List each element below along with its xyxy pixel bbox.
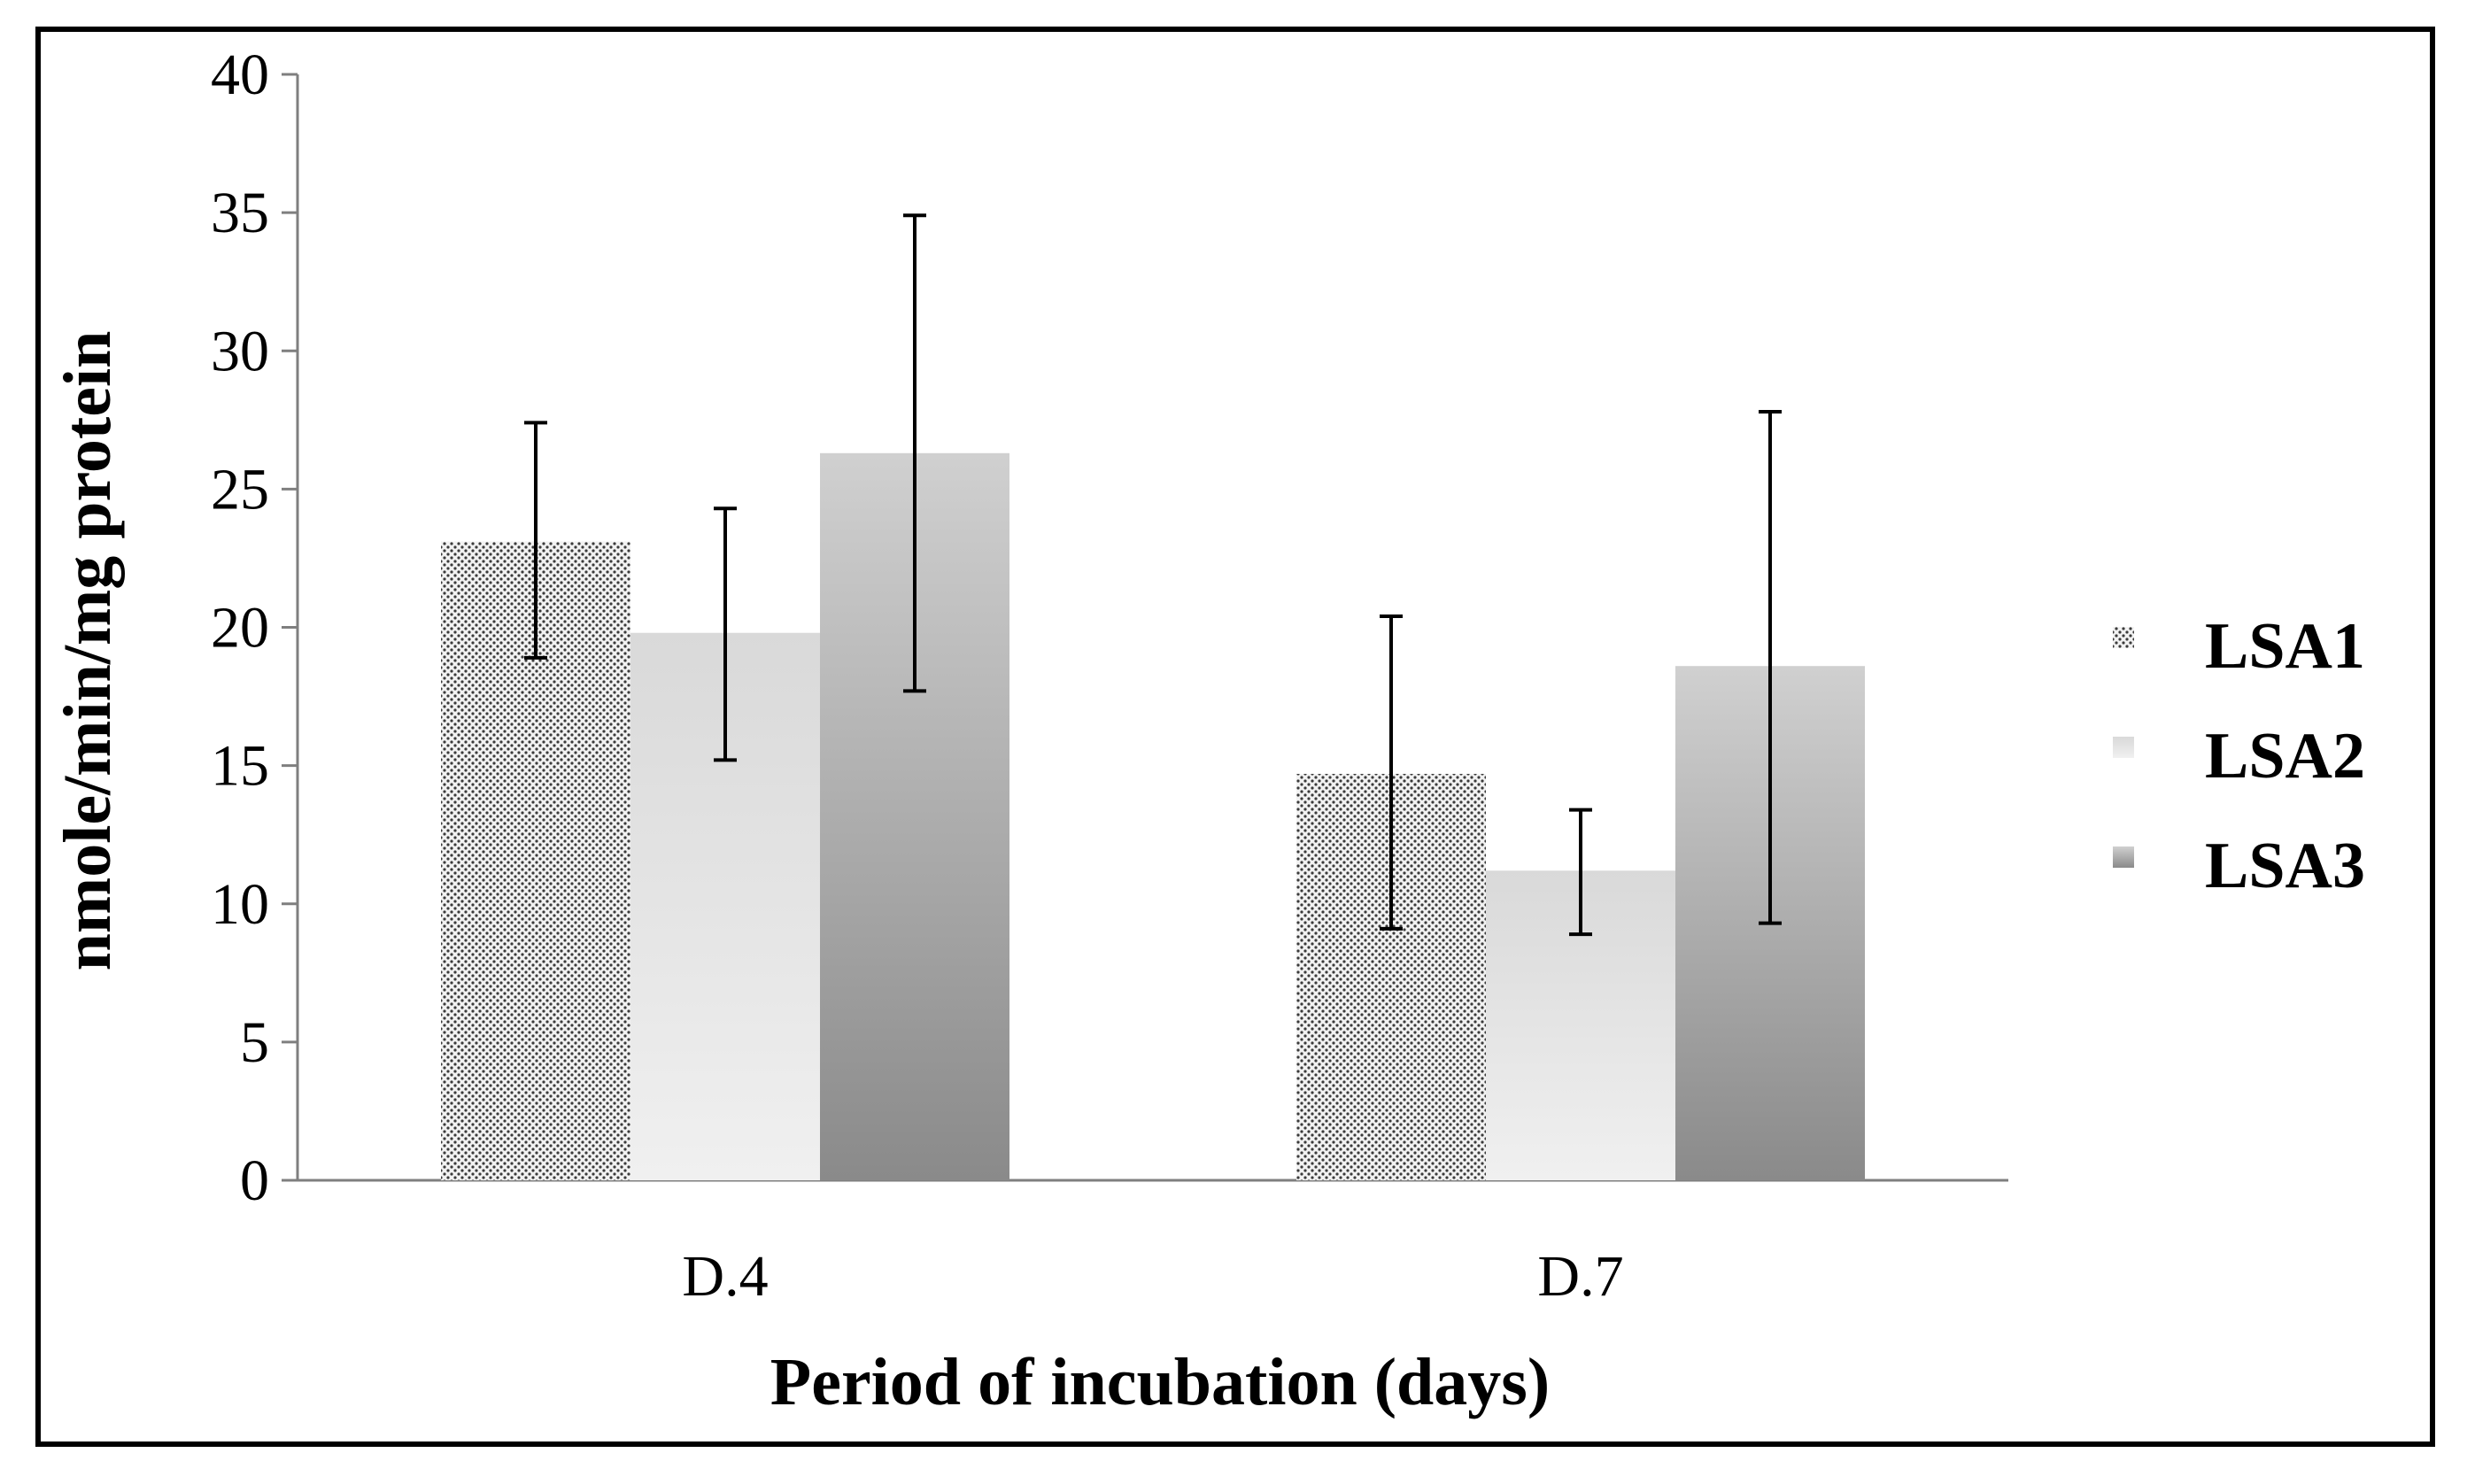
- y-tick-label: 15: [211, 734, 269, 799]
- y-axis-title: nmole/min/mg protein: [50, 331, 125, 971]
- chart-frame: [35, 27, 2435, 1447]
- y-tick-label: 40: [211, 43, 269, 107]
- legend: LSA1 LSA2 LSA3: [2113, 610, 2365, 902]
- legend-label-lsa2: LSA2: [2205, 720, 2365, 792]
- y-tick-label: 0: [240, 1148, 269, 1213]
- legend-label-lsa3: LSA3: [2205, 830, 2365, 902]
- y-tick-label: 35: [211, 181, 269, 245]
- y-tick-label: 25: [211, 457, 269, 522]
- error-bar-lsa2-d7: [1569, 808, 1592, 937]
- legend-label-lsa1: LSA1: [2205, 610, 2365, 683]
- x-tick-label: D.4: [682, 1244, 768, 1309]
- bars: [441, 452, 1865, 1181]
- error-bar-lsa3-d7: [1759, 409, 1782, 925]
- legend-swatch-lsa3: [2113, 846, 2134, 868]
- y-tick-label: 30: [211, 319, 269, 383]
- x-tick-label: D.7: [1537, 1244, 1623, 1309]
- error-bar-lsa1-d4: [524, 421, 547, 660]
- labels: nmole/min/mg protein Period of incubatio…: [50, 331, 1550, 1419]
- error-bars: [524, 213, 1782, 937]
- legend-swatch-lsa2: [2113, 737, 2134, 758]
- error-bar-lsa2-d4: [714, 506, 737, 762]
- y-tick-label: 5: [240, 1010, 269, 1075]
- y-tick-label: 10: [211, 872, 269, 937]
- legend-swatch-lsa1: [2113, 627, 2134, 648]
- y-tick-label: 20: [211, 596, 269, 661]
- error-bar-lsa3-d4: [903, 213, 926, 693]
- axes: 0 5 10 15 20 25 30 35 40 D.4 D.7: [211, 43, 2008, 1309]
- x-axis-title: Period of incubation (days): [770, 1345, 1550, 1419]
- error-bar-lsa1-d7: [1380, 614, 1403, 931]
